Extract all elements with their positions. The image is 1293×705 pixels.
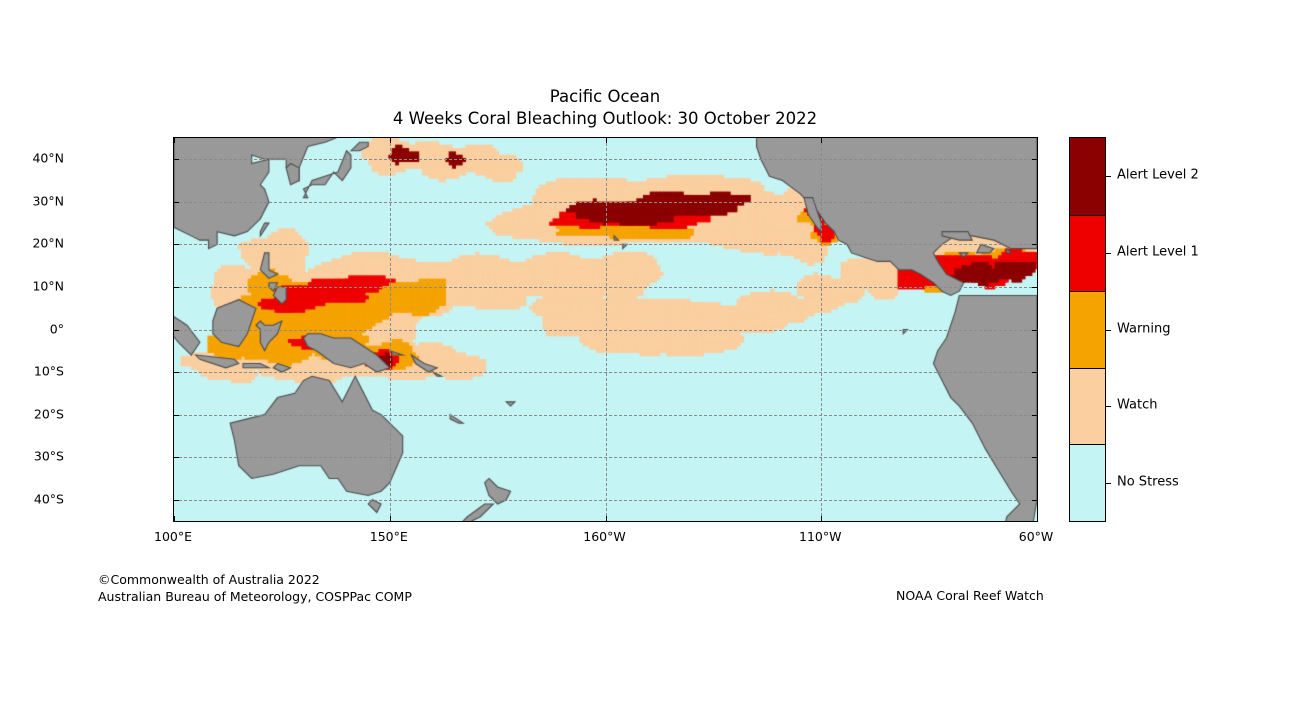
coral-bleaching-heatmap xyxy=(174,138,1037,521)
legend-label-watch: Watch xyxy=(1117,397,1158,413)
legend-tick-mark xyxy=(1105,329,1111,331)
legend-swatch xyxy=(1070,367,1105,445)
y-tick-mark xyxy=(1032,159,1037,161)
x-axis-tick-label: 100°E xyxy=(153,529,193,544)
map-plot-area xyxy=(173,137,1038,522)
legend-label-warning: Warning xyxy=(1117,321,1171,336)
legend-label-no-stress: No Stress xyxy=(1117,474,1179,490)
y-tick-mark xyxy=(174,201,179,203)
y-tick-mark xyxy=(174,457,179,459)
y-axis-tick-label: 40°S xyxy=(33,491,64,507)
legend-band-divider xyxy=(1070,291,1105,293)
y-tick-mark xyxy=(1032,329,1037,331)
y-tick-mark xyxy=(1032,201,1037,203)
chart-title: Pacific Ocean 4 Weeks Coral Bleaching Ou… xyxy=(0,86,1210,130)
legend-tick-mark xyxy=(1105,406,1111,408)
x-axis-tick-label: 60°W xyxy=(1018,529,1054,544)
y-tick-mark xyxy=(174,159,179,161)
y-tick-mark xyxy=(174,499,179,501)
x-tick-mark xyxy=(389,138,391,143)
y-tick-mark xyxy=(1032,499,1037,501)
x-tick-mark xyxy=(174,138,175,143)
y-axis-tick-label: 20°S xyxy=(33,406,64,422)
legend-label-alert-level-1: Alert Level 1 xyxy=(1117,244,1199,260)
legend-swatch xyxy=(1070,444,1105,521)
x-tick-mark xyxy=(821,516,823,521)
y-axis-tick-label: 40°N xyxy=(32,150,64,166)
y-tick-mark xyxy=(174,244,179,246)
x-axis-tick-label: 160°W xyxy=(583,529,626,544)
footer-attribution: ©Commonwealth of Australia 2022 Australi… xyxy=(98,572,412,605)
legend-swatch xyxy=(1070,138,1105,215)
legend-swatch xyxy=(1070,291,1105,368)
y-tick-mark xyxy=(174,372,179,374)
legend-colorbar xyxy=(1069,137,1111,522)
x-tick-mark xyxy=(389,516,391,521)
title-line-2: 4 Weeks Coral Bleaching Outlook: 30 Octo… xyxy=(392,109,818,128)
legend-band-divider xyxy=(1070,367,1105,369)
x-tick-mark xyxy=(605,138,607,143)
legend-swatch xyxy=(1070,214,1105,292)
footer-copyright: ©Commonwealth of Australia 2022 xyxy=(98,572,320,587)
legend-tick-mark xyxy=(1105,482,1111,484)
legend-label-alert-level-2: Alert Level 2 xyxy=(1117,167,1199,183)
legend-band-divider xyxy=(1070,444,1105,446)
x-tick-mark xyxy=(174,516,175,521)
legend-tick-mark xyxy=(1105,176,1111,178)
y-axis-tick-label: 0° xyxy=(49,321,64,336)
x-tick-mark xyxy=(605,516,607,521)
y-axis-tick-label: 20°N xyxy=(32,235,64,251)
footer-agency: Australian Bureau of Meteorology, COSPPa… xyxy=(98,588,412,604)
y-tick-mark xyxy=(1032,414,1037,416)
y-tick-mark xyxy=(174,286,179,288)
legend-band-divider xyxy=(1070,214,1105,216)
title-line-1: Pacific Ocean xyxy=(549,87,661,106)
y-tick-mark xyxy=(174,414,179,416)
y-tick-mark xyxy=(1032,457,1037,459)
x-tick-mark xyxy=(1037,138,1038,143)
x-axis-tick-label: 150°E xyxy=(369,529,408,544)
y-tick-mark xyxy=(1032,286,1037,288)
legend-tick-mark xyxy=(1105,252,1111,254)
y-axis-tick-label: 30°S xyxy=(33,448,64,464)
x-tick-mark xyxy=(821,138,823,143)
x-axis-tick-label: 110°W xyxy=(799,529,842,544)
y-tick-mark xyxy=(1032,372,1037,374)
y-axis-tick-label: 10°S xyxy=(33,363,64,379)
y-tick-mark xyxy=(174,329,179,331)
y-tick-mark xyxy=(1032,244,1037,246)
footer-source: NOAA Coral Reef Watch xyxy=(896,588,1044,603)
y-axis-tick-label: 10°N xyxy=(32,278,64,294)
x-tick-mark xyxy=(1037,516,1038,521)
y-axis-tick-label: 30°N xyxy=(32,193,64,209)
